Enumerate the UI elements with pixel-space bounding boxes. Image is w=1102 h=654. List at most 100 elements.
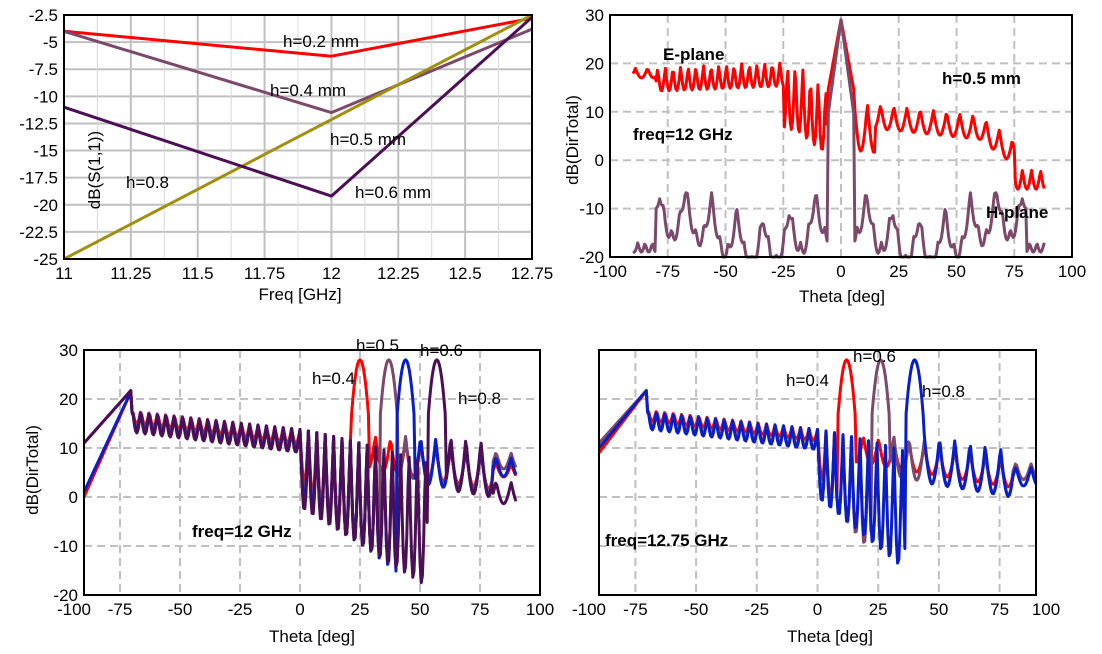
x-tick-label: 50 bbox=[947, 262, 966, 281]
s11-x-axis-label: Freq [GHz] bbox=[258, 285, 341, 304]
annotation-h04: h=0.4 mm bbox=[270, 81, 346, 100]
y-tick-label: -25 bbox=[33, 250, 58, 269]
x-tick-label: 75 bbox=[1005, 262, 1024, 281]
y-tick-label: 10 bbox=[585, 103, 604, 122]
freq1275-x-ticks: -100 -75 -50 -25 0 25 50 75 100 bbox=[572, 600, 1060, 619]
x-tick-label: 25 bbox=[351, 600, 370, 619]
y-tick-label: -10 bbox=[33, 87, 58, 106]
x-tick-label: 11.25 bbox=[110, 264, 151, 283]
x-tick-label: -50 bbox=[168, 600, 193, 619]
annotation-freq1275-h06: h=0.6 bbox=[853, 347, 896, 366]
y-tick-label: -12.5 bbox=[19, 114, 58, 133]
annotation-h05mm: h=0.5 mm bbox=[942, 69, 1021, 88]
annotation-e-plane: E-plane bbox=[663, 45, 724, 64]
eh-x-axis-label: Theta [deg] bbox=[799, 287, 885, 306]
annotation-h08: h=0.8 bbox=[126, 173, 169, 192]
eh-y-axis-label: dB(DirTotal) bbox=[563, 95, 582, 185]
series-line-4 bbox=[82, 358, 518, 585]
eh-y-ticks: 30 20 10 0 -10 -20 bbox=[579, 6, 604, 267]
x-tick-label: 12 bbox=[322, 264, 341, 283]
freq12-y-axis-label: dB(DirTotal) bbox=[23, 425, 42, 515]
y-tick-label: -15 bbox=[33, 142, 58, 161]
x-tick-label: -75 bbox=[108, 600, 133, 619]
y-tick-label: 20 bbox=[585, 54, 604, 73]
x-tick-label: -25 bbox=[228, 600, 253, 619]
series-line-2 bbox=[632, 18, 1046, 259]
y-tick-label: -20 bbox=[53, 586, 78, 605]
x-tick-label: -50 bbox=[713, 262, 738, 281]
s11-panel: 11 11.25 11.5 11.75 12 12.25 12.5 12.75 -2.5-5-… bbox=[19, 6, 553, 304]
s11-series bbox=[63, 13, 533, 261]
y-tick-label: -10 bbox=[53, 537, 78, 556]
freq12-series bbox=[82, 358, 518, 585]
y-tick-label: -2.5 bbox=[29, 6, 58, 25]
y-tick-label: -22.5 bbox=[19, 223, 58, 242]
annotation-freq1275-h08: h=0.8 bbox=[922, 382, 965, 401]
x-tick-label: 100 bbox=[1032, 600, 1060, 619]
x-tick-label: 12.5 bbox=[449, 264, 482, 283]
freq1275-plot-frame bbox=[598, 349, 1037, 596]
x-tick-label: 11.5 bbox=[182, 264, 214, 283]
x-tick-label: -75 bbox=[623, 600, 648, 619]
x-tick-label: 0 bbox=[836, 262, 845, 281]
x-tick-label: 25 bbox=[889, 262, 908, 281]
annotation-freq12-h06: h=0.6 bbox=[420, 341, 463, 360]
annotation-h-plane: H-plane bbox=[986, 203, 1048, 222]
x-tick-label: 0 bbox=[295, 600, 304, 619]
x-tick-label: 12.25 bbox=[377, 264, 420, 283]
s11-plot-frame bbox=[63, 14, 533, 260]
x-tick-label: 100 bbox=[1058, 262, 1086, 281]
annotation-freq1275-h04: h=0.4 bbox=[786, 371, 829, 390]
series-line-2 bbox=[63, 27, 533, 115]
x-tick-label: -100 bbox=[572, 600, 606, 619]
x-tick-label: -100 bbox=[593, 262, 627, 281]
freq12-x-ticks: -100 -75 -50 -25 0 25 50 75 100 bbox=[57, 600, 554, 619]
s11-gridlines bbox=[64, 15, 532, 259]
eh-gridlines bbox=[610, 15, 1072, 257]
freq1275-series bbox=[597, 358, 1038, 565]
x-tick-label: 0 bbox=[813, 600, 822, 619]
freq1275-panel: -100 -75 -50 -25 0 25 50 75 100 Theta [deg] h=0.… bbox=[572, 347, 1060, 646]
y-tick-label: 0 bbox=[595, 151, 604, 170]
y-tick-label: 30 bbox=[59, 341, 78, 360]
freq12-x-axis-label: Theta [deg] bbox=[269, 627, 355, 646]
annotation-freq1275-label: freq=12.75 GHz bbox=[605, 531, 728, 550]
x-tick-label: -75 bbox=[655, 262, 680, 281]
x-tick-label: 100 bbox=[526, 600, 554, 619]
x-tick-label: 50 bbox=[411, 600, 430, 619]
freq1275-x-axis-label: Theta [deg] bbox=[787, 627, 873, 646]
y-tick-label: 0 bbox=[69, 488, 78, 507]
x-tick-label: 11.75 bbox=[244, 264, 285, 283]
y-tick-label: -17.5 bbox=[19, 169, 58, 188]
x-tick-label: -100 bbox=[57, 600, 91, 619]
annotation-freq12-h05: h=0.5 bbox=[356, 336, 399, 355]
s11-x-ticks: 11 11.25 11.5 11.75 12 12.25 12.5 12.75 bbox=[55, 264, 553, 283]
annotation-freq12-h04: h=0.4 bbox=[312, 369, 355, 388]
y-tick-label: -20 bbox=[33, 196, 58, 215]
y-tick-label: -7.5 bbox=[29, 60, 58, 79]
y-tick-label: -10 bbox=[579, 200, 604, 219]
x-tick-label: 50 bbox=[929, 600, 948, 619]
s11-y-ticks: -2.5 -5 -7.5 -10 -12.5 -15 -17.5 -20 -22.5 -25 bbox=[19, 6, 58, 269]
eh-series bbox=[631, 18, 1046, 259]
annotation-h06: h=0.6 mm bbox=[355, 183, 431, 202]
x-tick-label: 11 bbox=[55, 264, 73, 283]
annotation-freq12-label: freq=12 GHz bbox=[192, 522, 292, 541]
s11-y-axis-label: dB(S(1,1)) bbox=[85, 131, 104, 209]
y-tick-label: -5 bbox=[43, 33, 58, 52]
x-tick-label: 75 bbox=[471, 600, 490, 619]
annotation-h02: h=0.2 mm bbox=[283, 32, 359, 51]
x-tick-label: 25 bbox=[869, 600, 888, 619]
annotation-freq12-h08: h=0.8 bbox=[458, 389, 501, 408]
annotation-h05: h=0.5 mm bbox=[330, 130, 406, 149]
y-tick-label: 30 bbox=[585, 6, 604, 25]
x-tick-label: 12.75 bbox=[511, 264, 554, 283]
eh-plot-frame bbox=[609, 14, 1073, 258]
x-tick-label: -50 bbox=[684, 600, 709, 619]
eh-x-ticks: -100 -75 -50 -25 0 25 50 75 100 bbox=[593, 262, 1086, 281]
y-tick-label: 10 bbox=[59, 439, 78, 458]
y-tick-label: 20 bbox=[59, 390, 78, 409]
series-line-1 bbox=[63, 16, 533, 58]
